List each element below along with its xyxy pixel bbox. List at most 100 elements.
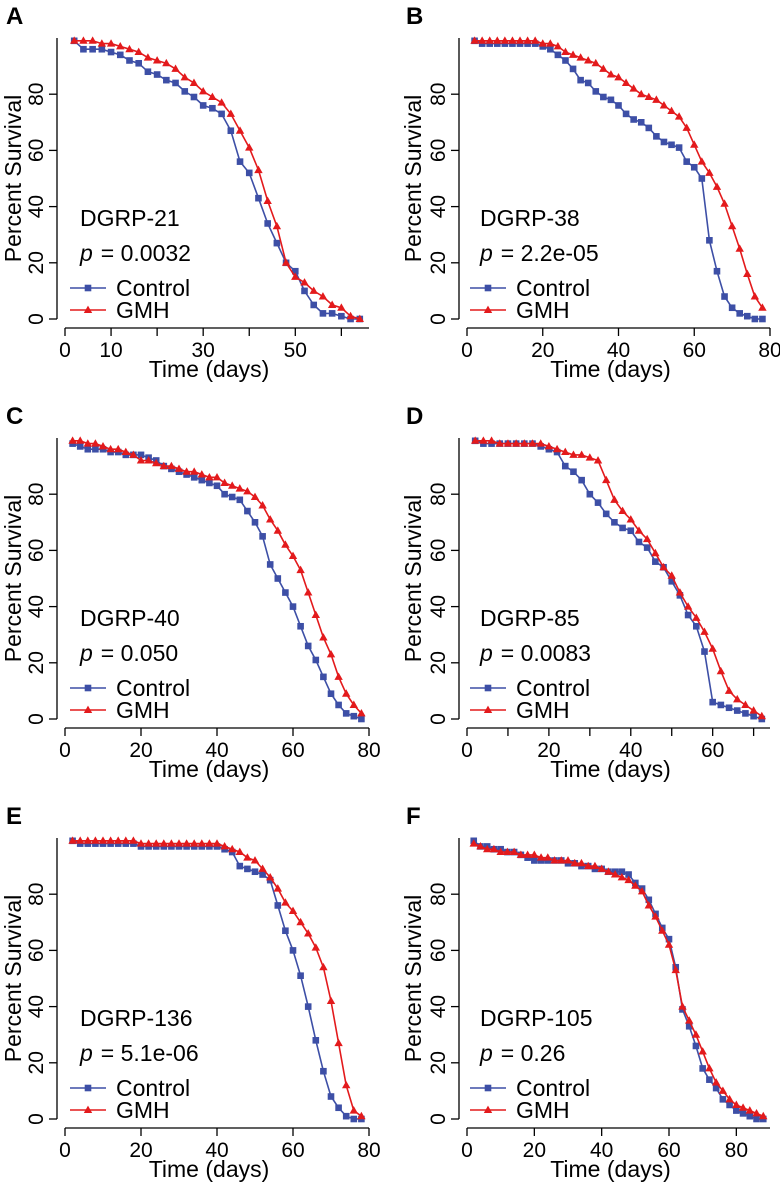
panel-a: A 0 20 40 60 80 0 10 30 50 Time (days) Percent Surv… — [0, 3, 369, 382]
control-point — [335, 1104, 342, 1112]
gmh-point — [503, 439, 513, 447]
x-axis-title: Time (days) — [149, 756, 270, 782]
gmh-point — [544, 442, 554, 450]
gmh-point — [355, 314, 364, 322]
gmh-point — [182, 467, 191, 475]
gmh-point — [245, 143, 254, 151]
gmh-point — [530, 850, 539, 858]
p-value: = 5.1e-06 — [101, 1040, 199, 1066]
control-point — [753, 1115, 760, 1123]
legend-label: GMH — [116, 297, 170, 323]
gmh-point — [515, 36, 525, 44]
x-tick-label: 20 — [523, 1139, 546, 1162]
x-tick-label: 10 — [99, 339, 122, 362]
series-gmh — [469, 839, 768, 1120]
gmh-point — [570, 858, 579, 867]
control-point — [736, 310, 743, 317]
control-point — [327, 1093, 335, 1100]
gmh-point — [143, 53, 153, 61]
y-tick-label: 20 — [427, 651, 450, 674]
control-point — [743, 312, 751, 320]
gmh-point — [190, 839, 199, 847]
control-point — [190, 93, 198, 101]
gmh-point — [496, 847, 505, 856]
gmh-point — [266, 872, 275, 881]
control-point — [615, 102, 622, 109]
gmh-point — [189, 78, 199, 86]
gmh-point — [228, 481, 237, 489]
gmh-point — [326, 996, 336, 1004]
y-tick-label: 0 — [427, 1113, 450, 1125]
gmh-point — [476, 842, 485, 850]
gmh-point — [617, 872, 627, 881]
gmh-point — [288, 551, 298, 560]
control-point — [236, 158, 244, 165]
series-control — [69, 440, 365, 723]
y-axis-title: Percent Survival — [0, 895, 26, 1062]
legend-marker — [483, 705, 493, 713]
gmh-point — [98, 836, 108, 844]
gmh-point — [489, 844, 499, 853]
control-point — [289, 603, 297, 610]
panel-d: D 0 20 40 60 80 0 20 40 60 Time (days) Percent Surv… — [400, 403, 770, 782]
gmh-point — [569, 450, 578, 458]
gmh-point — [629, 84, 638, 92]
control-point — [635, 538, 643, 546]
gmh-point — [659, 101, 669, 109]
control-point — [282, 589, 289, 596]
x-axis-title: Time (days) — [550, 356, 671, 382]
gmh-point — [553, 42, 563, 50]
gmh-point — [626, 515, 635, 523]
control-point — [327, 690, 335, 698]
control-point — [297, 972, 304, 979]
panel-letter: F — [406, 803, 421, 830]
control-point — [625, 871, 632, 878]
x-axis-title: Time (days) — [550, 1156, 671, 1182]
control-point — [350, 1115, 358, 1123]
gmh-point — [538, 39, 547, 47]
control-point — [236, 496, 244, 504]
control-point — [733, 1107, 740, 1114]
gmh-point — [235, 484, 244, 492]
gmh-point — [593, 456, 603, 464]
legend-marker — [483, 305, 493, 313]
gmh-point — [523, 36, 532, 44]
gmh-point — [319, 633, 328, 641]
gmh-point — [718, 1086, 728, 1094]
gmh-point — [288, 906, 298, 915]
p-value-label: p = 2.2e-05 — [479, 240, 599, 266]
gmh-point — [342, 1080, 351, 1089]
gmh-point — [121, 836, 130, 844]
control-point — [98, 45, 106, 53]
series-gmh — [68, 836, 366, 1120]
gmh-point — [272, 221, 282, 230]
gmh-point — [342, 689, 351, 697]
gmh-point — [349, 1106, 358, 1114]
gmh-point — [724, 686, 734, 694]
gmh-point — [658, 926, 667, 934]
x-tick-label: 80 — [357, 739, 380, 762]
control-point — [645, 896, 653, 904]
gmh-point — [528, 439, 537, 447]
gmh-point — [716, 666, 726, 675]
control-point — [282, 927, 289, 935]
control-point — [699, 1065, 706, 1072]
y-tick-label: 20 — [25, 651, 48, 674]
gmh-point — [618, 506, 627, 515]
gmh-point — [88, 36, 97, 44]
gmh-point — [258, 864, 267, 872]
control-point — [692, 622, 700, 630]
legend-marker — [83, 1105, 93, 1113]
control-point — [594, 499, 602, 506]
control-point — [668, 141, 675, 149]
gmh-point — [485, 36, 494, 44]
control-point — [358, 715, 365, 723]
gmh-point — [698, 1047, 707, 1055]
x-tick-label: 0 — [59, 339, 71, 362]
x-tick-label: 60 — [281, 739, 304, 762]
gmh-point — [337, 303, 346, 311]
y-tick-label: 80 — [427, 483, 450, 506]
legend-marker — [84, 684, 92, 692]
control-point — [107, 48, 115, 56]
p-symbol: p — [79, 240, 93, 266]
